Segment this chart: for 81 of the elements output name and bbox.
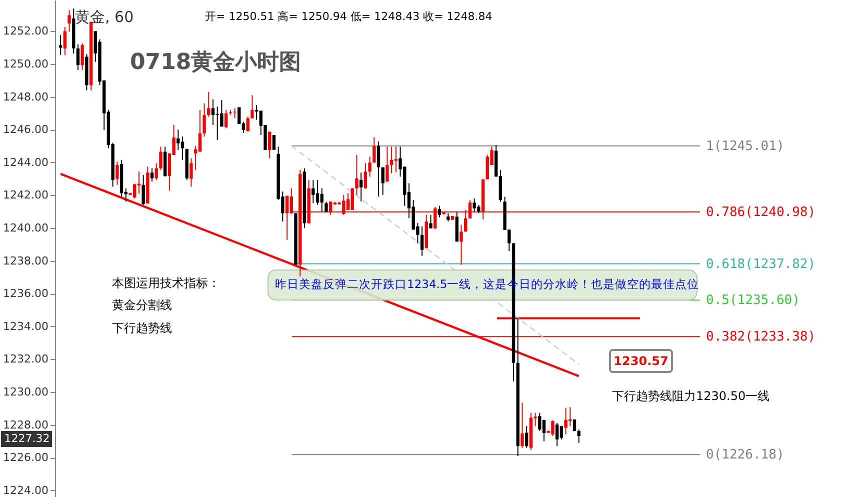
candlestick [202,102,206,138]
y-tick-label: 1238.00 [3,254,48,268]
candlestick [176,129,180,150]
candlestick [560,426,564,440]
candlestick [312,179,315,204]
candlestick [381,166,384,196]
ref-line-label: 0.5(1235.60) [706,293,800,308]
candlestick [316,179,320,206]
candlestick [376,141,380,198]
y-tick-label: 1242.00 [3,188,48,202]
y-tick-label: 1226.00 [3,451,48,464]
text: 1227.32 [4,432,50,445]
y-tick-label: 1232.00 [3,352,48,366]
ref-line-label: 0.786(1240.98) [706,204,816,220]
candlestick [250,94,254,119]
candlestick [520,402,524,448]
annotation: 下行趋势线 [112,321,172,335]
annotation: 黄金分割线 [112,298,172,312]
y-tick-label: 1248.00 [3,90,48,104]
y-tick-label: 1236.00 [3,287,48,300]
candlestick [460,224,463,266]
candlestick [268,131,272,159]
candlestick [359,172,363,202]
ref-line-label: 0.618(1237.82) [706,256,816,272]
candlestick [159,146,162,170]
ref-line-label: 1(1245.01) [706,138,784,154]
ref-line-label: 0(1226.18) [706,448,784,463]
candlestick [233,108,236,119]
candlestick [211,98,215,126]
candlestick [180,136,184,160]
candlestick [285,195,289,240]
text: 下行趋势线阻力1230.50一线 [612,389,770,403]
candlestick [76,44,80,71]
text: 1230.57 [614,354,668,368]
y-tick-label: 1252.00 [3,24,48,38]
candlestick [564,407,568,435]
y-tick-label: 1234.00 [3,320,48,333]
annotation: 本图运用技术指标： [112,276,220,290]
text: 0718黄金小时图 [130,50,302,75]
candlestick [320,188,324,212]
candlestick [207,91,210,118]
candlestick [63,26,67,56]
candlestick [542,419,546,442]
candlestick [132,183,136,199]
candlestick [142,174,145,206]
candlestick [551,420,554,436]
y-tick-label: 1228.00 [3,418,48,432]
candlestick [150,168,154,182]
candlestick [246,116,250,132]
candlestick [355,154,358,196]
ref-line-label: 0.382(1233.38) [706,330,816,345]
candlestick [190,158,193,188]
candlestick [555,422,559,447]
y-tick-label: 1244.00 [3,156,48,169]
candlestick [364,162,368,189]
candlestick [420,226,424,256]
candlestick [390,146,394,174]
candlestick [429,214,432,229]
y-tick-label: 1246.00 [3,123,48,136]
candlestick [68,10,71,32]
candlestick [116,161,119,186]
candlestick [198,110,202,152]
candlestick [538,412,542,432]
candlestick [372,136,376,164]
candlestick [368,156,372,178]
candlestick [137,171,141,194]
candlestick [80,42,84,71]
candlestick [577,428,580,444]
y-tick-label: 1250.00 [3,57,48,70]
candlestick [324,201,328,213]
y-tick-label: 1230.00 [3,386,48,399]
annotation: 开= 1250.51 高= 1250.94 低= 1248.43 收= 1248.84 [205,10,492,23]
candlestick [154,162,158,180]
candlestick [438,205,442,218]
y-tick-label: 1224.00 [3,484,48,497]
annotation: 黄金, 60 [75,8,134,26]
y-tick-label: 1240.00 [3,221,48,234]
candlestick [224,109,228,129]
candlestick [386,146,389,182]
candlestick [524,426,528,448]
candlestick [272,134,276,150]
